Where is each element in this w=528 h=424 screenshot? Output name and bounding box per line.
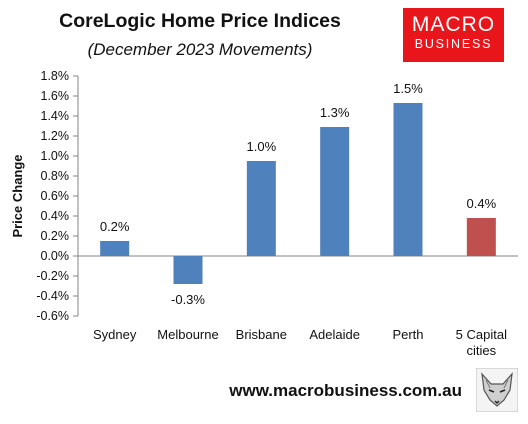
data-label: 0.2% [100, 219, 130, 234]
y-tick-label: 1.8% [41, 69, 70, 83]
y-tick-label: 0.6% [41, 189, 70, 203]
bar [393, 103, 423, 256]
bar [173, 256, 203, 284]
y-tick-label: 1.2% [41, 129, 70, 143]
macro-business-logo: MACRO BUSINESS [403, 8, 504, 62]
logo-line-1: MACRO [411, 13, 496, 36]
x-tick-label: Perth [392, 327, 423, 342]
y-tick-label: 0.8% [41, 169, 70, 183]
bar [466, 218, 496, 256]
y-tick-label: 1.4% [41, 109, 70, 123]
x-tick-label: Brisbane [236, 327, 287, 342]
data-label: 0.4% [467, 196, 497, 211]
bar [320, 127, 350, 256]
y-axis-title: Price Change [10, 154, 25, 237]
y-tick-label: -0.4% [36, 289, 69, 303]
y-tick-label: -0.2% [36, 269, 69, 283]
data-label: -0.3% [171, 292, 205, 307]
y-tick-label: 0.2% [41, 229, 70, 243]
chart-subtitle: (December 2023 Movements) [87, 40, 313, 59]
data-label: 1.0% [247, 139, 277, 154]
bar [100, 241, 130, 256]
data-label: 1.5% [393, 81, 423, 96]
y-tick-label: 1.0% [41, 149, 70, 163]
data-label: 1.3% [320, 105, 350, 120]
logo-line-2: BUSINESS [414, 37, 493, 51]
website-url: www.macrobusiness.com.au [229, 381, 462, 400]
x-tick-label: Adelaide [309, 327, 360, 342]
bar [246, 161, 276, 256]
x-tick-label: 5 Capital cities [456, 327, 507, 358]
x-tick-label: Sydney [93, 327, 137, 342]
y-tick-label: 0.0% [41, 249, 70, 263]
x-tick-label: Melbourne [157, 327, 218, 342]
y-tick-label: 1.6% [41, 89, 70, 103]
y-tick-label: -0.6% [36, 309, 69, 323]
chart-title: CoreLogic Home Price Indices [59, 10, 341, 32]
y-tick-label: 0.4% [41, 209, 70, 223]
fox-icon [476, 368, 518, 412]
